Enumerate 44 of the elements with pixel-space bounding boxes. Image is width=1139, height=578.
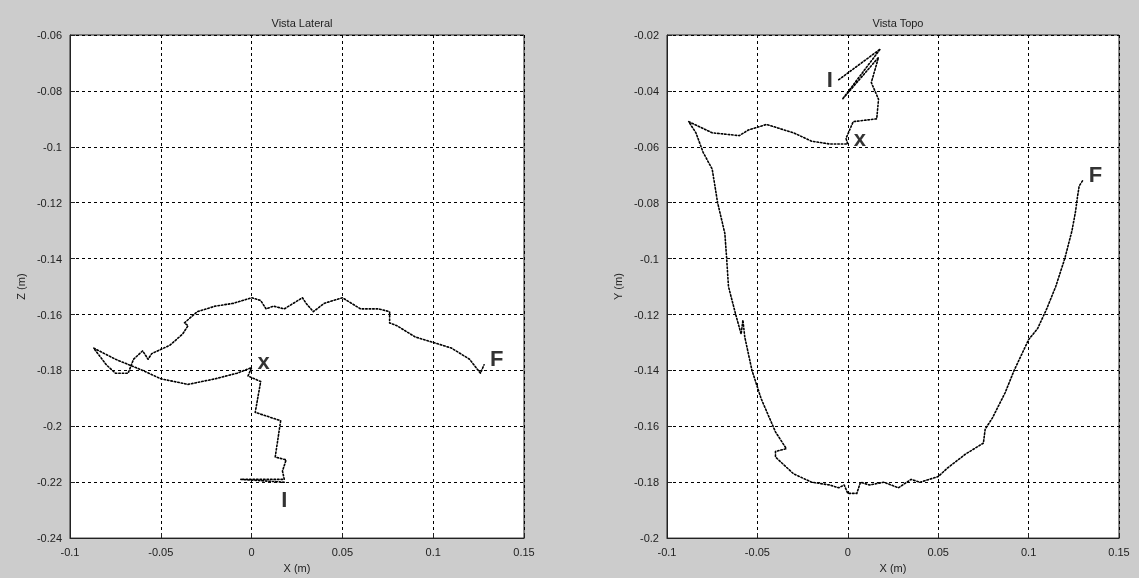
x-tick-label: 0.1 (425, 545, 441, 558)
x-tick-label: -0.05 (744, 545, 770, 558)
x-tick-label: -0.1 (657, 545, 677, 558)
y-tick-label: -0.18 (633, 476, 659, 489)
x-tick-label: 0.15 (1108, 545, 1130, 558)
x-tick-label: 0.05 (927, 545, 949, 558)
x-tick-label: 0.05 (331, 545, 354, 558)
y-tick-label: -0.18 (36, 364, 62, 377)
x-axis-title: X (m) (283, 561, 311, 574)
annotation: F (490, 346, 504, 372)
y-tick-label: -0.08 (633, 196, 659, 209)
y-axis-title: Y (m) (611, 273, 624, 300)
annotation: x (257, 349, 271, 375)
y-tick-label: -0.14 (633, 364, 659, 377)
y-tick-label: -0.14 (36, 252, 62, 265)
x-tick-label: 0.15 (513, 545, 535, 558)
chart-title: Vista Topo (872, 16, 924, 29)
y-tick-label: -0.16 (633, 420, 659, 433)
y-axis-title: Z (m) (14, 273, 27, 300)
x-tick-label: -0.1 (60, 545, 80, 558)
chart-title: Vista Lateral (271, 16, 333, 29)
x-tick-label: 0 (248, 545, 255, 558)
y-tick-label: -0.1 (640, 252, 659, 265)
annotation: I (281, 486, 288, 512)
y-tick-label: -0.2 (640, 532, 659, 545)
y-tick-label: -0.24 (36, 532, 62, 545)
annotation: F (1088, 161, 1103, 187)
x-tick-label: 0 (844, 545, 851, 558)
y-tick-label: -0.12 (36, 196, 62, 209)
y-tick-label: -0.06 (36, 29, 62, 41)
y-tick-label: -0.02 (633, 29, 659, 41)
y-tick-label: -0.12 (633, 308, 659, 321)
y-tick-label: -0.1 (43, 140, 62, 153)
x-tick-label: -0.05 (148, 545, 174, 558)
y-tick-label: -0.06 (633, 140, 659, 153)
x-tick-label: 0.1 (1020, 545, 1037, 558)
annotation: I (826, 67, 833, 93)
y-tick-label: -0.16 (36, 308, 62, 321)
x-axis-title: X (m) (879, 561, 907, 574)
y-tick-label: -0.2 (43, 420, 62, 433)
y-tick-label: -0.22 (36, 476, 62, 489)
y-tick-label: -0.08 (36, 84, 62, 97)
y-tick-label: -0.04 (633, 84, 659, 97)
annotation: x (853, 125, 867, 151)
